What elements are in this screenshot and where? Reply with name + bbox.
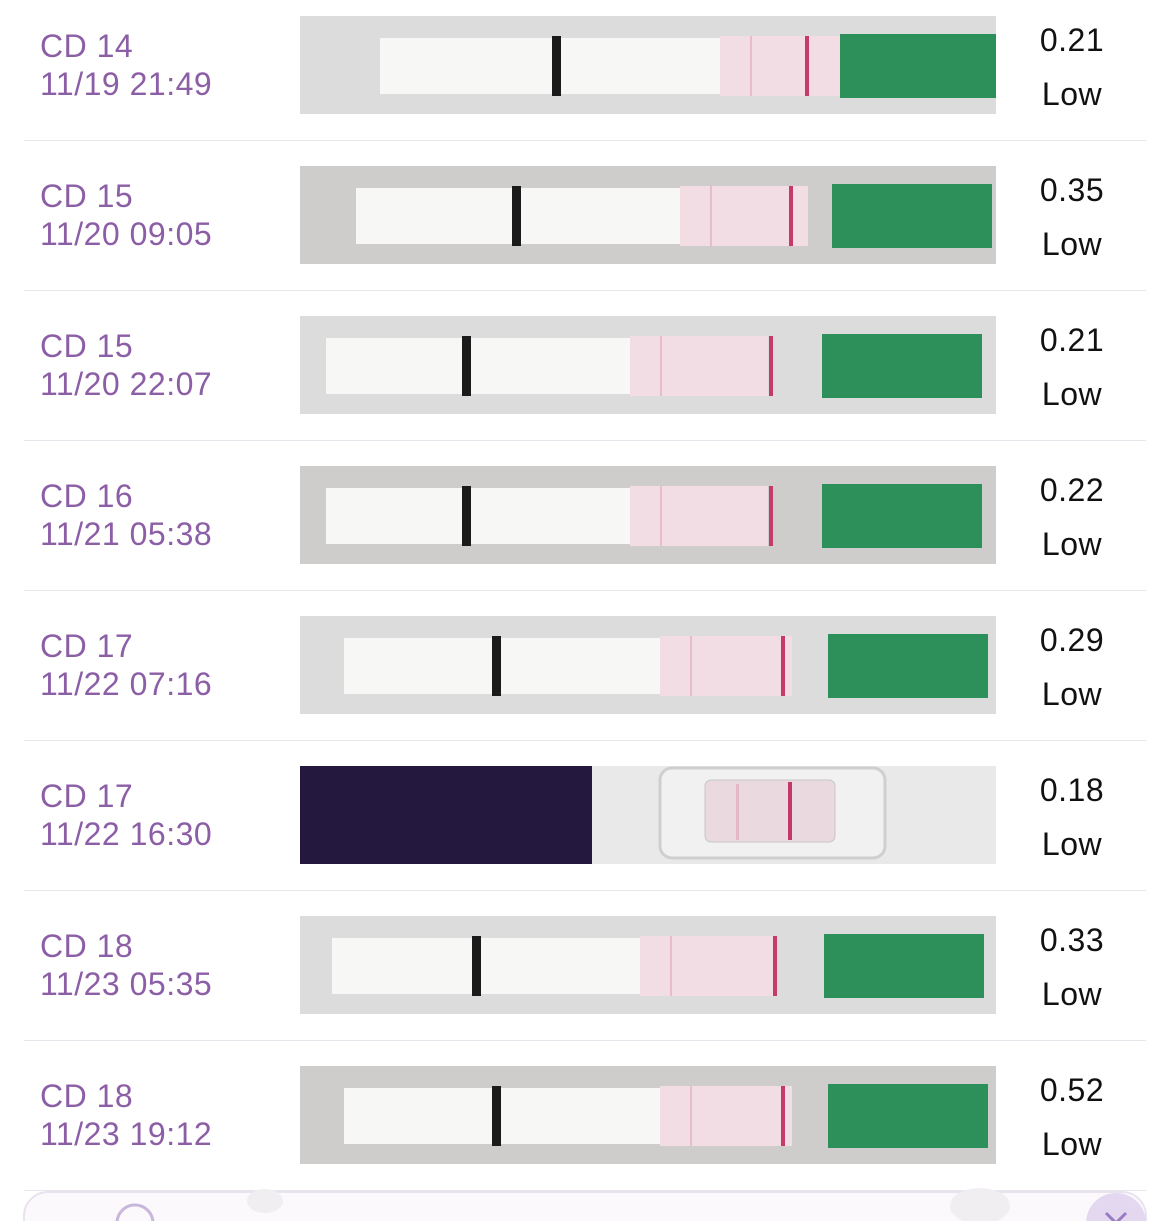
test-time: 11/21 05:38 bbox=[40, 516, 213, 552]
row-separator bbox=[24, 1190, 1146, 1191]
test-row: CD 16 11/21 05:38 0.22 Low bbox=[0, 441, 1170, 591]
bottom-bar bbox=[23, 1188, 1147, 1221]
cycle-day: CD 16 bbox=[40, 478, 134, 514]
lh-value: 0.52 bbox=[1039, 1072, 1105, 1108]
row-separator bbox=[24, 590, 1146, 591]
row-separator bbox=[24, 140, 1146, 141]
test-row: CD 18 11/23 19:12 0.52 Low bbox=[0, 1041, 1170, 1191]
lh-status: Low bbox=[1041, 826, 1103, 862]
cycle-day: CD 17 bbox=[40, 628, 134, 664]
cycle-day: CD 15 bbox=[40, 328, 134, 364]
row-separator bbox=[24, 440, 1146, 441]
test-row: CD 17 11/22 16:30 0.18 Low bbox=[0, 741, 1170, 891]
test-time: 11/23 19:12 bbox=[40, 1116, 213, 1152]
lh-value: 0.18 bbox=[1039, 772, 1105, 808]
lh-status: Low bbox=[1041, 526, 1103, 562]
row-separator bbox=[24, 740, 1146, 741]
lh-value: 0.29 bbox=[1039, 622, 1105, 658]
test-photo bbox=[300, 766, 996, 864]
test-row: CD 17 11/22 07:16 0.29 Low bbox=[0, 591, 1170, 741]
lh-value: 0.21 bbox=[1039, 22, 1105, 58]
test-photo bbox=[300, 316, 996, 414]
test-photo bbox=[300, 166, 996, 264]
test-photo bbox=[300, 466, 996, 564]
test-photo bbox=[300, 1066, 996, 1164]
lh-value: 0.22 bbox=[1039, 472, 1105, 508]
test-row: CD 15 11/20 22:07 0.21 Low bbox=[0, 291, 1170, 441]
lh-value: 0.33 bbox=[1039, 922, 1105, 958]
test-row: CD 15 11/20 09:05 0.35 Low bbox=[0, 141, 1170, 291]
test-photo bbox=[300, 16, 996, 114]
test-time: 11/22 07:16 bbox=[40, 666, 213, 702]
lh-status: Low bbox=[1041, 1126, 1103, 1162]
cycle-day: CD 18 bbox=[40, 1078, 134, 1114]
test-time: 11/20 09:05 bbox=[40, 216, 213, 252]
cycle-day: CD 15 bbox=[40, 178, 134, 214]
test-time: 11/19 21:49 bbox=[40, 66, 213, 102]
lh-value: 0.21 bbox=[1039, 322, 1105, 358]
lh-status: Low bbox=[1041, 376, 1103, 412]
cycle-day: CD 17 bbox=[40, 778, 134, 814]
lh-status: Low bbox=[1041, 676, 1103, 712]
cycle-day: CD 18 bbox=[40, 928, 134, 964]
lh-status: Low bbox=[1041, 226, 1103, 262]
row-separator bbox=[24, 890, 1146, 891]
test-time: 11/22 16:30 bbox=[40, 816, 213, 852]
test-time: 11/20 22:07 bbox=[40, 366, 213, 402]
row-separator bbox=[24, 1040, 1146, 1041]
lh-status: Low bbox=[1041, 976, 1103, 1012]
test-photo bbox=[300, 916, 996, 1014]
lh-value: 0.35 bbox=[1039, 172, 1105, 208]
test-row: CD 18 11/23 05:35 0.33 Low bbox=[0, 891, 1170, 1041]
test-time: 11/23 05:35 bbox=[40, 966, 213, 1002]
test-photo bbox=[300, 616, 996, 714]
test-row: CD 14 11/19 21:49 0.21 Low bbox=[0, 0, 1170, 141]
cycle-day: CD 14 bbox=[40, 28, 134, 64]
row-separator bbox=[24, 290, 1146, 291]
lh-status: Low bbox=[1041, 76, 1103, 112]
